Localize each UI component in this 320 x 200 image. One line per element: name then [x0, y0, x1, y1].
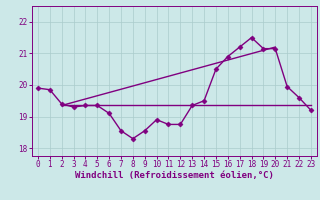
X-axis label: Windchill (Refroidissement éolien,°C): Windchill (Refroidissement éolien,°C): [75, 171, 274, 180]
